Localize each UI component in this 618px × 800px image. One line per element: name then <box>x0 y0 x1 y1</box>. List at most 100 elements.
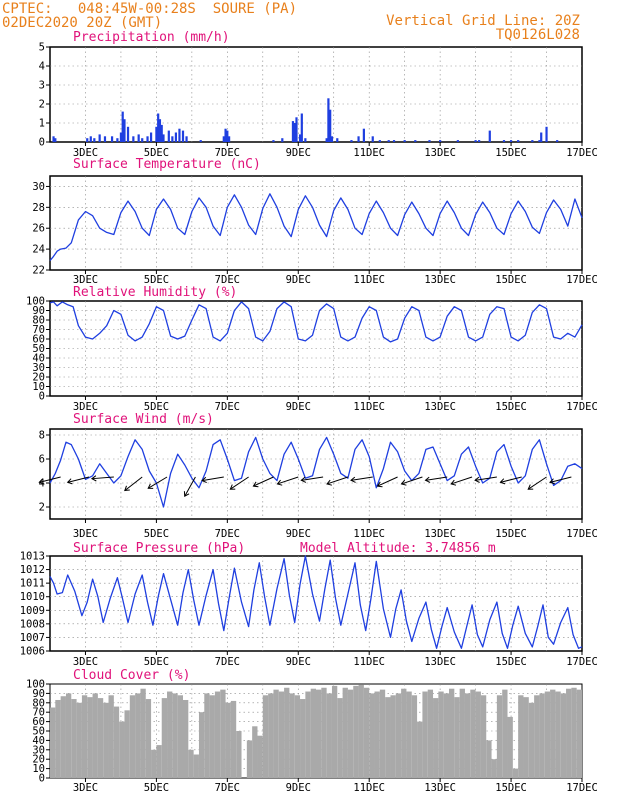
wind-arrow-head <box>229 484 236 490</box>
temperature-line <box>49 193 583 262</box>
cloud-bar <box>257 735 263 778</box>
precip-bar <box>149 132 153 142</box>
cloud-bar <box>395 693 402 778</box>
precip-bar <box>517 140 520 142</box>
cloud-ytick-label: 60 <box>32 716 45 728</box>
cloud-bar <box>230 700 237 778</box>
wind-title: Surface Wind (m/s) <box>73 412 214 427</box>
cloud-bar <box>438 691 444 778</box>
humidity-ytick-label: 100 <box>26 296 45 308</box>
wind-arrow-head <box>90 475 97 482</box>
precip-xtick-label: 17DEC <box>566 147 598 159</box>
cloud-bar <box>507 716 513 778</box>
cloud-bar <box>92 693 98 778</box>
wind-arrow-shaft <box>350 476 373 481</box>
cloud-bar <box>475 691 481 778</box>
precip-bar <box>531 140 534 142</box>
temperature-frame <box>49 175 583 271</box>
precip-bar <box>428 140 431 142</box>
cloud-xtick-label: 7DEC <box>215 782 240 794</box>
cloud-bar <box>135 693 141 778</box>
cloud-bar <box>76 702 82 778</box>
cloud-xtick-label: 5DEC <box>144 782 169 794</box>
wind-arrow-shaft <box>202 476 224 482</box>
cloud-bar <box>401 688 407 778</box>
cloud-bar <box>119 721 125 778</box>
precip-xtick-label: 11DEC <box>353 147 385 159</box>
wind-arrow-shaft <box>184 476 196 497</box>
pressure-title: Surface Pressure (hPa) <box>73 541 245 556</box>
precip-bar <box>325 138 328 142</box>
precip-xtick-label: 15DEC <box>495 147 527 159</box>
precip-ytick-label: 5 <box>39 42 45 54</box>
humidity-title: Relative Humidity (%) <box>73 285 237 300</box>
cloud-ytick-label: 0 <box>39 773 45 785</box>
cloud-bar <box>108 695 114 778</box>
precip-ytick-label: 3 <box>39 80 45 92</box>
cloud-bar <box>209 695 215 778</box>
humidity-line <box>49 301 583 343</box>
pressure-line <box>49 555 583 649</box>
wind-arrow-shaft <box>451 476 473 485</box>
temperature-ytick-label: 28 <box>32 202 45 214</box>
precip-bar <box>174 132 178 142</box>
precip-bar <box>103 136 107 142</box>
wind-arrow-head <box>450 479 457 486</box>
cloud-bar <box>528 702 535 778</box>
cloud-bar <box>337 698 343 778</box>
cloud-bar <box>534 695 540 778</box>
precip-bar <box>509 140 513 142</box>
precip-bar <box>178 128 181 142</box>
cloud-bar <box>347 689 354 778</box>
pressure-ytick-label: 1006 <box>20 646 45 658</box>
cloud-bar <box>198 712 205 778</box>
precip-bar <box>300 113 303 142</box>
temperature-xtick-label: 9DEC <box>286 274 311 286</box>
cloud-bar <box>278 691 285 778</box>
precip-panel: 0 1 2 3 4 5 3DEC 5DEC 7DEC 9DEC 11DEC 13DEC 15DEC 17D… <box>39 30 598 159</box>
cloud-bar <box>443 693 449 778</box>
cloud-bar <box>65 693 72 778</box>
cloud-bar <box>369 693 375 778</box>
precip-bar <box>132 136 135 142</box>
wind-arrow-head <box>424 476 431 483</box>
cloud-ytick-label: 50 <box>32 726 45 738</box>
wind-arrow-shaft <box>425 476 448 481</box>
precip-bar <box>478 140 481 142</box>
wind-arrow-head <box>549 478 555 485</box>
temperature-xtick-label: 3DEC <box>73 274 98 286</box>
cloud-bar <box>379 689 386 778</box>
humidity-ytick-label: 10 <box>32 381 45 393</box>
cloud-bar <box>576 689 582 778</box>
precip-bar <box>403 140 406 142</box>
cloud-ytick-label: 70 <box>32 707 45 719</box>
cloud-bar <box>560 693 567 778</box>
precip-bar <box>141 138 144 142</box>
wind-xtick-label: 15DEC <box>495 528 527 540</box>
cloud-bar <box>342 687 348 778</box>
cloud-xtick-label: 13DEC <box>424 782 456 794</box>
precip-xtick-label: 5DEC <box>144 147 169 159</box>
pressure-xtick-label: 13DEC <box>424 656 456 668</box>
cloud-bar <box>289 693 295 778</box>
wind-arrow-shaft <box>549 476 572 483</box>
cloud-bar <box>427 689 434 778</box>
cloud-bar <box>140 688 146 778</box>
cloud-bar <box>326 693 332 778</box>
cloud-bar <box>433 698 439 778</box>
wind-arrow-head <box>201 476 207 484</box>
precip-bar <box>157 113 160 142</box>
cloud-bar <box>124 710 130 778</box>
precip-bar <box>350 140 353 142</box>
precip-bar <box>52 136 55 142</box>
precip-bar <box>371 136 374 142</box>
humidity-xtick-label: 9DEC <box>286 401 311 413</box>
wind-xtick-label: 9DEC <box>286 528 311 540</box>
cloud-xtick-label: 11DEC <box>353 782 385 794</box>
cloud-bar <box>363 687 370 778</box>
wind-ytick-label: 8 <box>39 430 45 442</box>
cloud-bar <box>539 693 545 778</box>
pressure-annotation: Model Altitude: 3.74856 m <box>300 541 496 556</box>
pressure-xtick-label: 11DEC <box>353 656 385 668</box>
